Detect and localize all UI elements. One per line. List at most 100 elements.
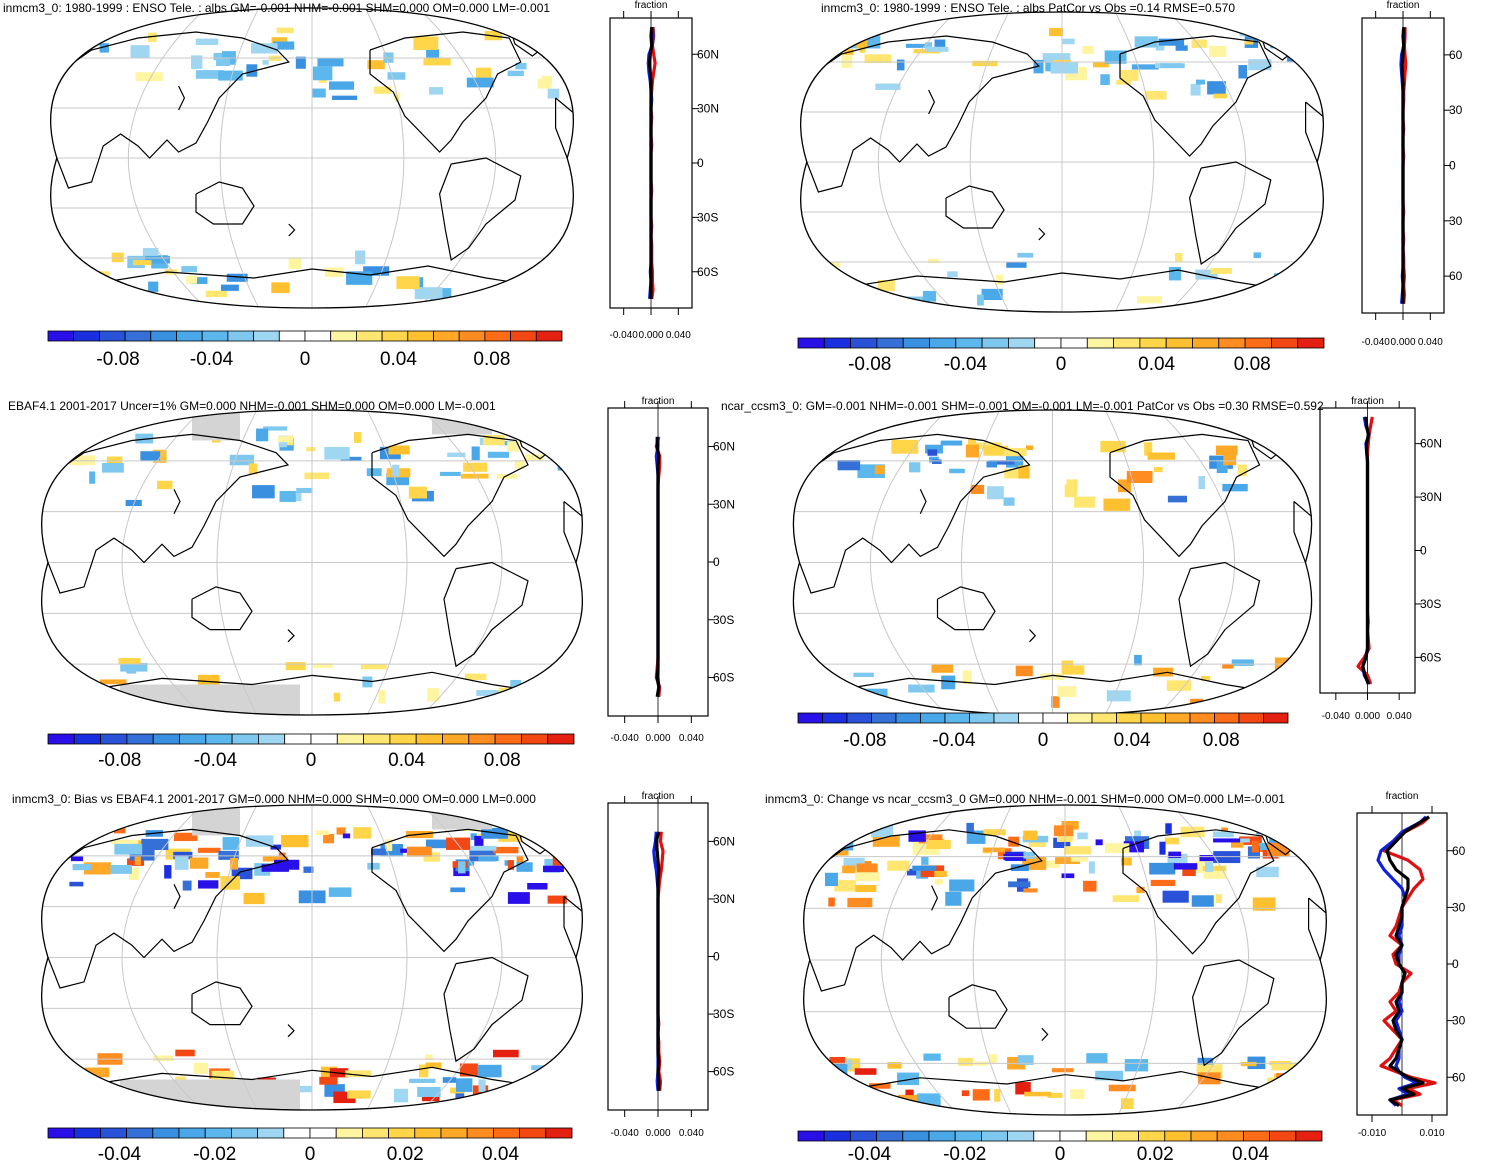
x-tick-label: -0.040 (1361, 337, 1390, 348)
y-tick-label: 0 (1452, 957, 1459, 971)
colorbar-swatch (944, 712, 970, 724)
anomaly-cell (230, 857, 239, 870)
colorbar-tick-label: 0 (1055, 1144, 1066, 1163)
anomaly-cell (897, 1072, 920, 1086)
y-tick-label: 60 (1449, 48, 1463, 62)
colorbar-swatch (126, 733, 154, 745)
colorbar-swatch (902, 337, 930, 349)
anomaly-cell (514, 460, 525, 469)
anomaly-cell (426, 48, 440, 59)
map-outline (792, 409, 1313, 716)
colorbar-swatch (521, 733, 549, 745)
anomaly-cell (182, 880, 192, 891)
anomaly-cell (932, 459, 942, 465)
x-tick-label: 0.040 (679, 1128, 704, 1139)
anomaly-cell (864, 54, 892, 63)
anomaly-cell (877, 279, 895, 292)
y-tick-label: 30N (713, 497, 735, 511)
colorbar-2: -0.08 -0.04 0 0.04 0.08 (797, 337, 1325, 375)
colorbar-swatch (929, 337, 957, 349)
anomaly-cell (905, 43, 926, 48)
anomaly-cell (495, 1090, 504, 1098)
anomaly-cell (392, 464, 400, 477)
colorbar-swatch (823, 337, 851, 349)
colorbar-swatch (310, 733, 338, 745)
colorbar-tick-label: -0.04 (194, 750, 238, 771)
anomaly-cell (111, 252, 124, 263)
coastline (438, 157, 522, 262)
colorbar-swatch (547, 733, 575, 745)
profile-axis-label: fraction (1387, 0, 1420, 11)
graticule-lon (1170, 805, 1250, 1115)
anomaly-cell (493, 846, 519, 854)
anomaly-cell (440, 471, 461, 476)
anomaly-cell (332, 95, 358, 100)
anomaly-cell (510, 679, 522, 688)
profile-axis-label: fraction (1386, 791, 1419, 802)
anomaly-cell (367, 862, 380, 870)
anomaly-cell (285, 662, 306, 671)
anomaly-cell (205, 871, 220, 878)
colorbar-swatch (519, 1127, 547, 1139)
anomaly-cell (1006, 262, 1027, 268)
colorbar-swatch (510, 330, 537, 342)
anomaly-cell (934, 39, 946, 51)
colorbar-swatch (99, 330, 126, 342)
graticule-lon (1114, 12, 1155, 312)
anomaly-cell (926, 839, 951, 850)
anomaly-cell (1095, 1070, 1124, 1081)
anomaly-cell (551, 821, 562, 828)
anomaly-cell (927, 449, 938, 456)
anomaly-cell (414, 287, 443, 300)
colorbar-tick-label: -0.08 (96, 349, 139, 370)
anomaly-cell (487, 451, 510, 458)
colorbar-swatch (47, 733, 75, 745)
anomaly-cell (949, 879, 975, 892)
anomaly-cell (323, 834, 334, 844)
anomaly-cell (1057, 686, 1077, 698)
anomaly-cell (1248, 684, 1257, 697)
coastline (508, 19, 557, 57)
coastline (936, 586, 996, 631)
anomaly-cell (256, 428, 269, 442)
colorbar-swatch (1042, 712, 1068, 724)
colorbar-swatch (1060, 337, 1088, 349)
anomaly-cell (498, 440, 515, 446)
anomaly-cell (928, 258, 940, 264)
graticule-lon (366, 805, 408, 1110)
anomaly-cell (561, 854, 583, 866)
anomaly-cell (281, 835, 309, 848)
anomaly-cell (968, 438, 976, 445)
x-tick-label: 0.040 (679, 733, 704, 744)
anomaly-cell (1126, 470, 1153, 484)
colorbar-swatch (981, 337, 1009, 349)
colorbar-tick-label: 0.08 (1203, 730, 1240, 751)
y-tick-label: 60S (697, 265, 718, 279)
anomaly-cell (1238, 65, 1248, 79)
anomaly-cell (814, 429, 839, 438)
colorbar-swatch (381, 330, 409, 342)
anomaly-cell (1274, 671, 1292, 684)
anomaly-cell (1197, 1057, 1214, 1065)
anomaly-cell (418, 1064, 429, 1078)
colorbar-swatch (178, 1127, 206, 1139)
coastline (1122, 829, 1275, 955)
anomaly-cell (1024, 1091, 1052, 1097)
graticule-lon (1157, 410, 1236, 715)
colorbar-swatch (1189, 712, 1215, 724)
y-tick-label: 30S (1420, 597, 1441, 611)
anomaly-cell (363, 266, 390, 276)
anomaly-cell (110, 864, 132, 874)
anomaly-cell (164, 865, 172, 879)
anomaly-cell (220, 284, 239, 291)
anomaly-cell (543, 865, 564, 873)
coastline (800, 35, 1040, 193)
profile-series-line (655, 436, 661, 698)
colorbar-swatch (309, 1127, 337, 1139)
anomaly-cell (526, 433, 554, 441)
x-tick-label: 0.000 (1355, 711, 1380, 722)
anomaly-cell (406, 846, 432, 857)
anomaly-cell (1047, 1092, 1063, 1098)
anomaly-cell (837, 460, 861, 471)
coastline (173, 884, 181, 909)
